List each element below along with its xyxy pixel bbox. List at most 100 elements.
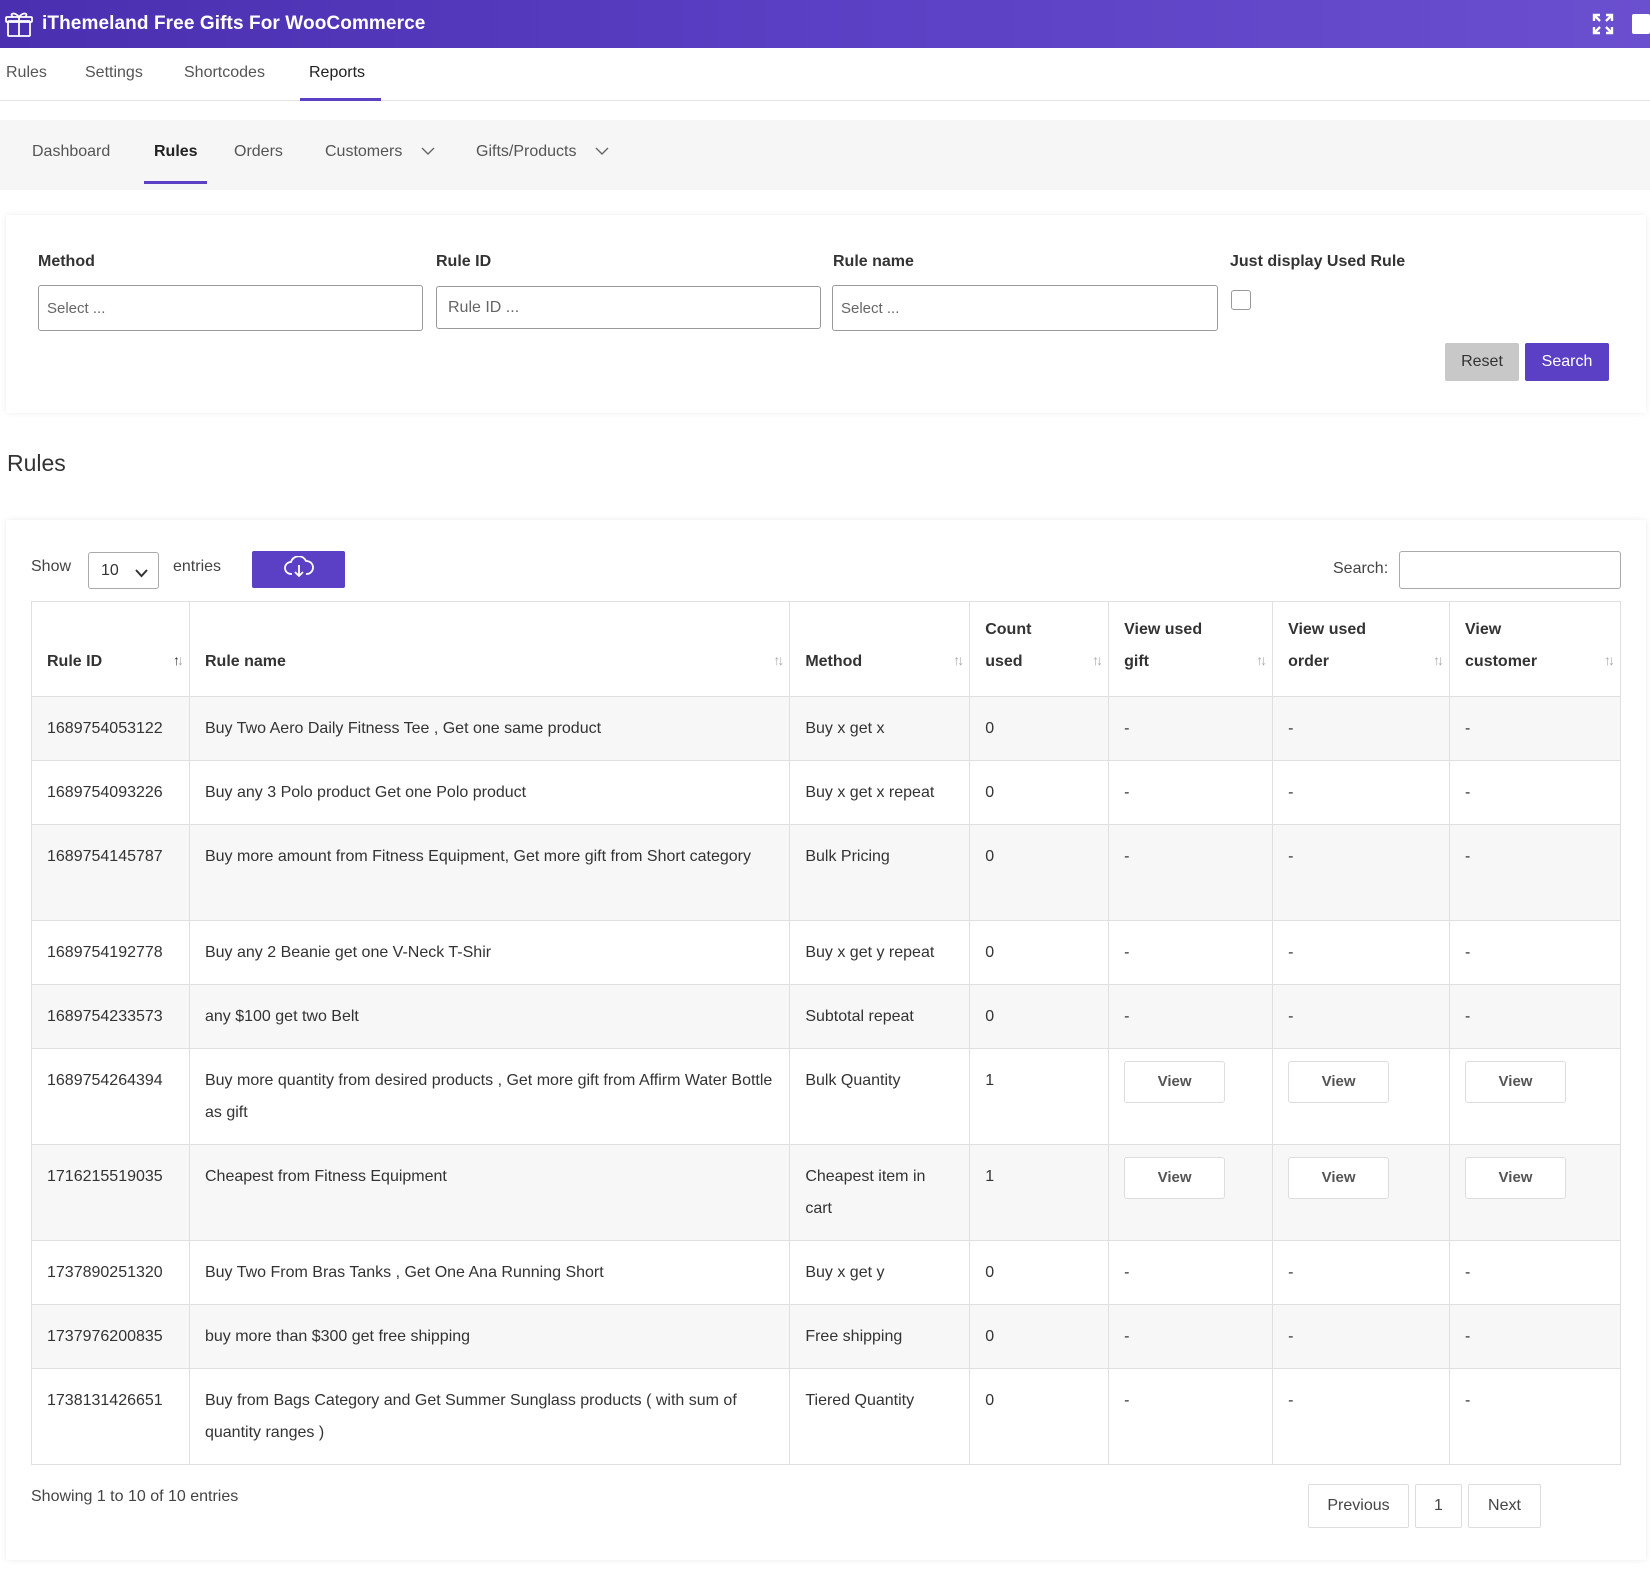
table-row: 1689754093226 Buy any 3 Polo product Get … <box>31 760 1621 825</box>
subtab-gifts-products-label: Gifts/Products <box>476 143 577 161</box>
tab-shortcodes[interactable]: Shortcodes <box>184 64 265 81</box>
app-header: iThemeland Free Gifts For WooCommerce <box>0 0 1650 48</box>
cell-method: Bulk Pricing <box>789 824 971 921</box>
show-label: Show <box>31 558 72 575</box>
tab-rules[interactable]: Rules <box>6 64 47 81</box>
cell-view-used-order: - <box>1272 696 1451 761</box>
cell-view-customer: View <box>1449 1048 1621 1145</box>
gift-box-icon <box>2 7 36 41</box>
col-header-label: View <box>1465 621 1502 638</box>
col-header-view-used-order[interactable]: View used order ↑↓ <box>1272 601 1451 697</box>
cell-view-used-gift: View <box>1108 1048 1274 1145</box>
col-header-label: Method <box>805 653 863 670</box>
cell-view-used-gift: View <box>1108 1144 1274 1241</box>
cell-rule-id: 1689754053122 <box>31 696 190 761</box>
table-search-input[interactable] <box>1399 551 1621 589</box>
previous-button[interactable]: Previous <box>1308 1484 1409 1528</box>
col-header-label: gift <box>1124 653 1149 670</box>
view-used-gift-button[interactable]: View <box>1124 1061 1226 1103</box>
cloud-download-icon <box>283 555 314 583</box>
table-row: 1737976200835 buy more than $300 get free… <box>31 1304 1621 1369</box>
tab-reports[interactable]: Reports <box>300 48 381 101</box>
view-used-order-button[interactable]: View <box>1288 1061 1390 1103</box>
col-header-label: Count <box>985 621 1032 638</box>
view-customer-button[interactable]: View <box>1465 1157 1567 1199</box>
col-header-rule-name[interactable]: Rule name ↑↓ <box>188 601 791 697</box>
cell-view-used-gift: - <box>1108 984 1274 1049</box>
sort-icon: ↑↓ <box>1604 652 1615 668</box>
filter-panel: Method Rule ID Rule name Just display Us… <box>6 215 1646 413</box>
col-header-method[interactable]: Method ↑↓ <box>789 601 971 697</box>
view-used-gift-button[interactable]: View <box>1124 1157 1226 1199</box>
col-header-label: Rule name <box>204 653 286 670</box>
entries-value: 10 <box>101 561 119 579</box>
next-button[interactable]: Next <box>1468 1484 1541 1528</box>
sort-icon: ↑↓ <box>1092 652 1103 668</box>
cell-rule-id: 1689754233573 <box>31 984 190 1049</box>
rule-id-label: Rule ID <box>436 253 492 270</box>
cell-view-used-gift: - <box>1108 760 1274 825</box>
col-header-count-used[interactable]: Count used ↑↓ <box>969 601 1110 697</box>
col-header-label: View used <box>1288 621 1367 638</box>
table-row: 1689754233573 any $100 get two Belt Subtot… <box>31 984 1621 1049</box>
cell-view-used-gift: - <box>1108 920 1274 985</box>
cell-rule-id: 1689754264394 <box>31 1048 190 1145</box>
cell-count-used: 0 <box>969 760 1110 825</box>
cell-method: Free shipping <box>789 1304 971 1369</box>
rule-name-select[interactable] <box>832 285 1218 331</box>
app-title: iThemeland Free Gifts For WooCommerce <box>42 13 426 34</box>
cell-view-used-order: View <box>1272 1048 1451 1145</box>
cell-rule-name: Buy Two Aero Daily Fitness Tee , Get one… <box>188 696 791 761</box>
col-header-label: order <box>1288 653 1329 670</box>
cell-method: Buy x get x repeat <box>789 760 971 825</box>
report-subnav: Dashboard Rules Orders Customers Gifts/P… <box>0 120 1650 190</box>
book-icon[interactable] <box>1628 0 1650 48</box>
cell-method: Buy x get y <box>789 1240 971 1305</box>
table-row: 1737890251320 Buy Two From Bras Tanks , G… <box>31 1240 1621 1305</box>
col-header-rule-id[interactable]: Rule ID ↑↓ <box>31 601 190 697</box>
cell-count-used: 0 <box>969 1304 1110 1369</box>
cell-view-customer: View <box>1449 1144 1621 1241</box>
cell-view-customer: - <box>1449 824 1621 921</box>
view-customer-button[interactable]: View <box>1465 1061 1567 1103</box>
cell-rule-id: 1689754192778 <box>31 920 190 985</box>
method-select[interactable] <box>38 285 423 331</box>
subtab-dashboard[interactable]: Dashboard <box>32 143 111 160</box>
cell-view-customer: - <box>1449 920 1621 985</box>
cell-method: Subtotal repeat <box>789 984 971 1049</box>
used-rule-checkbox[interactable] <box>1231 290 1251 310</box>
main-tabs: Rules Settings Shortcodes Reports <box>0 48 1650 101</box>
sort-icon: ↑↓ <box>953 652 964 668</box>
entries-select[interactable]: 10 <box>88 552 159 589</box>
subtab-customers[interactable]: Customers <box>325 120 435 184</box>
export-button[interactable] <box>252 551 345 588</box>
col-header-label: used <box>985 653 1023 670</box>
cell-view-used-order: View <box>1272 1144 1451 1241</box>
subtab-orders[interactable]: Orders <box>234 143 283 160</box>
cell-method: Tiered Quantity <box>789 1368 971 1465</box>
cell-rule-id: 1737890251320 <box>31 1240 190 1305</box>
cell-rule-name: Cheapest from Fitness Equipment <box>188 1144 791 1241</box>
cell-rule-id: 1689754145787 <box>31 824 190 921</box>
cell-view-customer: - <box>1449 984 1621 1049</box>
table-info: Showing 1 to 10 of 10 entries <box>31 1488 239 1505</box>
page-1-button[interactable]: 1 <box>1415 1484 1462 1528</box>
rule-id-input[interactable] <box>436 286 821 329</box>
cell-view-used-order: - <box>1272 824 1451 921</box>
fullscreen-icon[interactable] <box>1588 0 1618 48</box>
sort-icon: ↑↓ <box>1433 652 1444 668</box>
subtab-gifts-products[interactable]: Gifts/Products <box>476 120 609 184</box>
reset-button[interactable]: Reset <box>1445 343 1519 381</box>
cell-view-used-gift: - <box>1108 1240 1274 1305</box>
cell-method: Buy x get x <box>789 696 971 761</box>
cell-view-customer: - <box>1449 696 1621 761</box>
col-header-view-used-gift[interactable]: View used gift ↑↓ <box>1108 601 1274 697</box>
cell-rule-name: Buy more quantity from desired products … <box>188 1048 791 1145</box>
table-row: 1689754145787 Buy more amount from Fitnes… <box>31 824 1621 921</box>
subtab-rules[interactable]: Rules <box>144 120 207 184</box>
view-used-order-button[interactable]: View <box>1288 1157 1390 1199</box>
tab-settings[interactable]: Settings <box>85 64 143 81</box>
table-row: 1689754053122 Buy Two Aero Daily Fitness … <box>31 696 1621 761</box>
col-header-view-customer[interactable]: View customer ↑↓ <box>1449 601 1621 697</box>
search-button[interactable]: Search <box>1525 343 1609 381</box>
